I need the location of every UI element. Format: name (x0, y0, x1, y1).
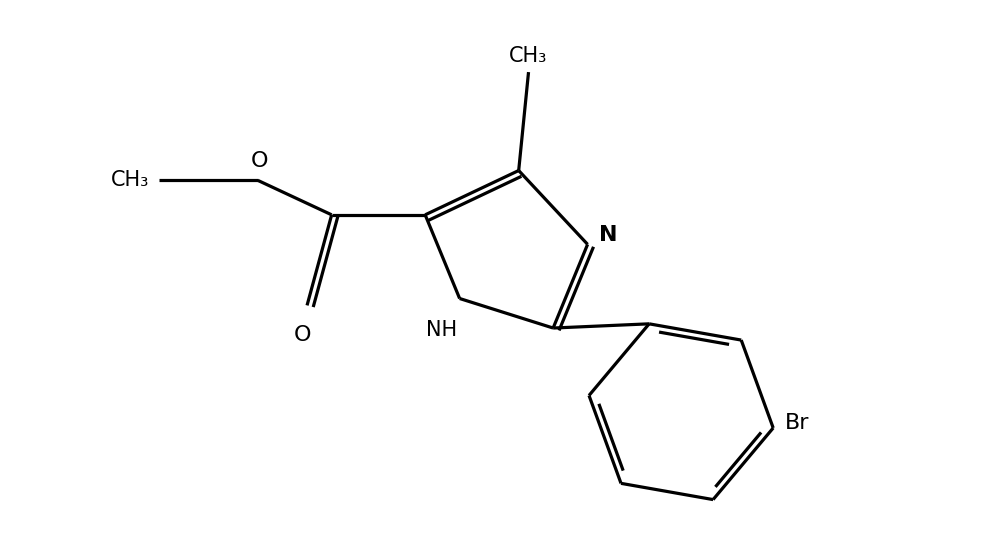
Text: CH₃: CH₃ (509, 46, 548, 66)
Text: CH₃: CH₃ (111, 170, 150, 191)
Text: O: O (293, 325, 310, 345)
Text: NH: NH (426, 320, 457, 340)
Text: O: O (251, 151, 268, 170)
Text: N: N (600, 224, 618, 245)
Text: Br: Br (785, 413, 809, 433)
